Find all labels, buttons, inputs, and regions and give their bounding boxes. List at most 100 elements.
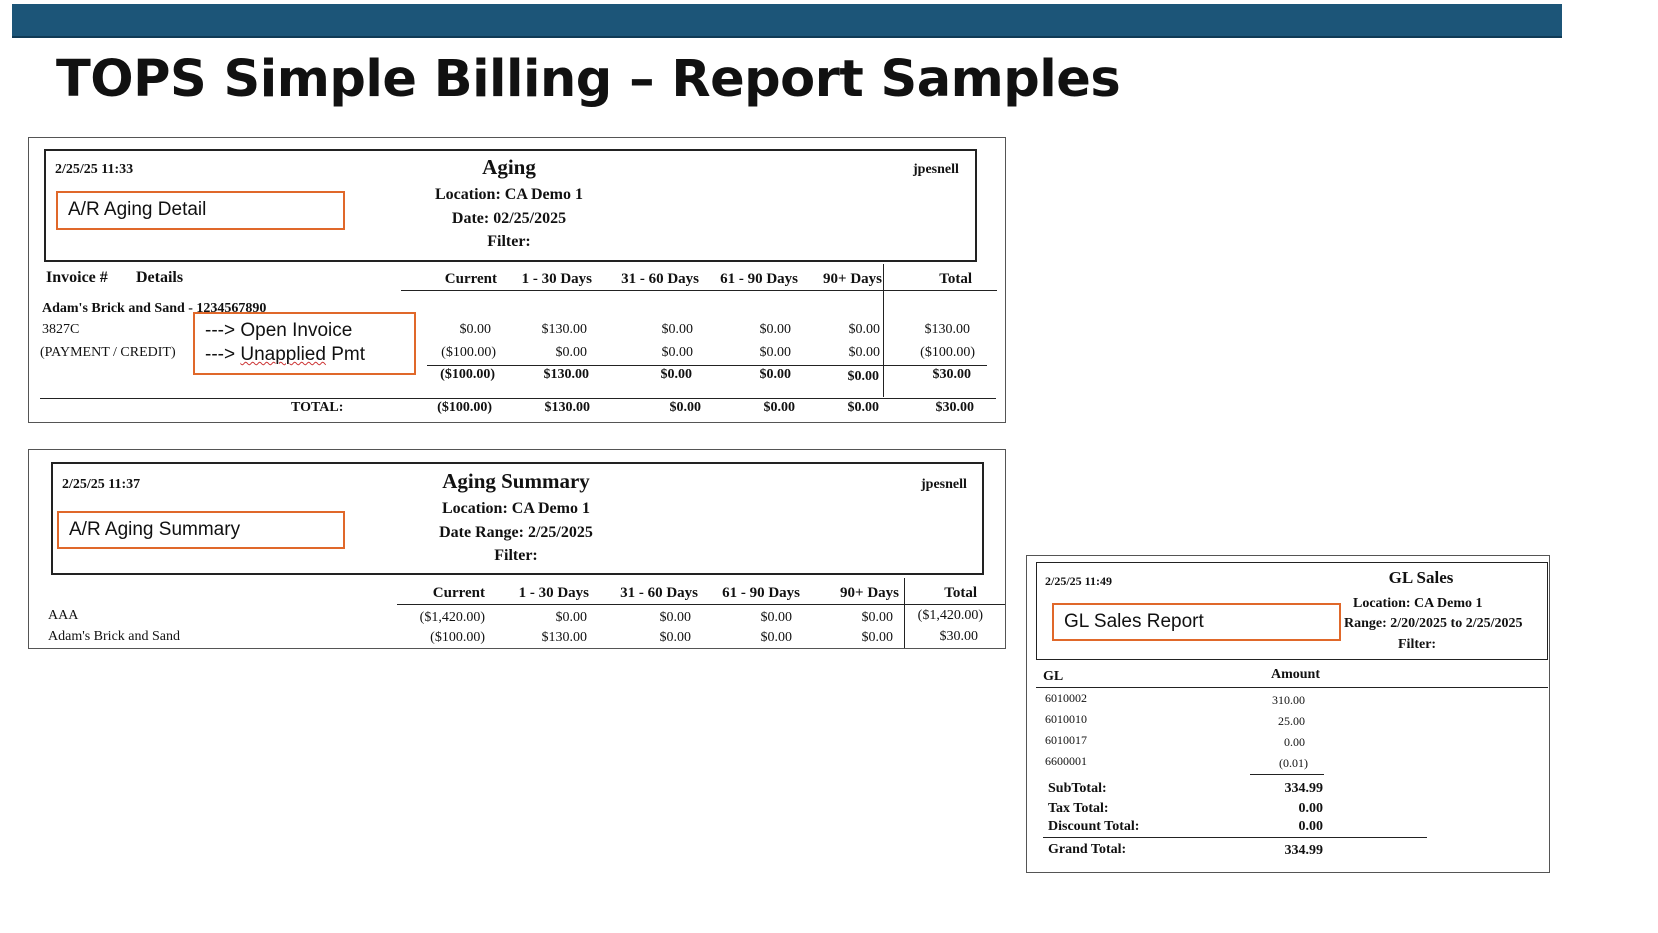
amount-rule (1250, 774, 1324, 775)
cell: $0.00 (660, 367, 693, 382)
top-banner (12, 4, 1562, 38)
callout-label: A/R Aging Detail (68, 199, 207, 220)
callout-invoice-annotations: ---> Open Invoice ---> Unapplied Pmt (193, 312, 416, 375)
gl-amount: 310.00 (1272, 693, 1305, 707)
total-label: TOTAL: (291, 400, 344, 415)
cell: $130.00 (544, 400, 591, 415)
discount-value: 0.00 (1298, 819, 1324, 834)
subtotal-rule (427, 365, 987, 366)
col-amount: Amount (1271, 667, 1321, 682)
aging-summary-title: Aging Summary (442, 469, 590, 493)
cell: $0.00 (661, 322, 694, 337)
col-90-plus: 90+ Days (840, 585, 899, 601)
cell: ($100.00) (441, 345, 496, 360)
annotation-text: Open Invoice (240, 320, 353, 341)
total-column-divider (904, 578, 905, 648)
cell: ($100.00) (440, 367, 495, 382)
cell: ($100.00) (437, 400, 492, 415)
annotation-arrow: ---> (205, 320, 236, 341)
aging-summary-filter: Filter: (494, 547, 538, 564)
cell: $30.00 (939, 629, 979, 644)
cell: ($100.00) (920, 345, 975, 360)
aging-detail-header-box (44, 149, 977, 262)
aging-detail-location: Location: CA Demo 1 (435, 186, 583, 203)
col-1-30: 1 - 30 Days (521, 271, 592, 287)
aging-detail-date: Date: 02/25/2025 (451, 210, 567, 227)
aging-summary-header-box (51, 462, 984, 575)
aging-summary-date: Date Range: 2/25/2025 (439, 524, 593, 541)
cell: $0.00 (659, 630, 692, 645)
col-current: Current (444, 271, 497, 287)
tax-label: Tax Total: (1048, 801, 1109, 816)
cell: $0.00 (763, 400, 796, 415)
cell: $130.00 (924, 322, 971, 337)
subtotal-label: SubTotal: (1048, 781, 1107, 796)
total-column-divider (883, 264, 884, 397)
page-title: TOPS Simple Billing – Report Samples (56, 50, 1121, 109)
cell: $0.00 (661, 345, 694, 360)
callout-ar-aging-detail: A/R Aging Detail (56, 191, 345, 230)
cell: $30.00 (935, 400, 975, 415)
cell: $0.00 (659, 610, 692, 625)
cell: $0.00 (760, 630, 793, 645)
aging-detail-title: Aging (482, 155, 536, 179)
col-invoice-number: Invoice # (46, 269, 108, 286)
col-total: Total (944, 585, 977, 601)
aging-detail-filter: Filter: (487, 233, 531, 250)
aging-summary-panel: 2/25/25 11:37 jpesnell Aging Summary Loc… (28, 449, 1006, 649)
gl-code: 6010010 (1045, 712, 1087, 726)
col-90-plus: 90+ Days (823, 271, 882, 287)
cell: $0.00 (759, 367, 792, 382)
aging-summary-location: Location: CA Demo 1 (442, 500, 590, 517)
header-rule (1036, 687, 1548, 688)
annotation-open-invoice: ---> Open Invoice (205, 319, 404, 343)
aging-detail-timestamp: 2/25/25 11:33 (55, 162, 134, 177)
col-details: Details (136, 269, 184, 286)
row-label-aaa: AAA (48, 608, 79, 623)
cell: $0.00 (861, 610, 894, 625)
cell: ($1,420.00) (419, 610, 485, 625)
gl-sales-range: Range: 2/20/2025 to 2/25/2025 (1344, 616, 1523, 631)
col-61-90: 61 - 90 Days (720, 271, 798, 287)
cell: $0.00 (847, 400, 880, 415)
col-total: Total (939, 271, 972, 287)
grand-total-value: 334.99 (1284, 843, 1324, 858)
col-61-90: 61 - 90 Days (722, 585, 800, 601)
aging-summary-user: jpesnell (921, 477, 967, 492)
gl-sales-location: Location: CA Demo 1 (1353, 596, 1483, 611)
cell: $130.00 (543, 367, 590, 382)
annotation-word: Unapplied (240, 344, 326, 365)
header-rule (397, 604, 1005, 605)
cell: ($100.00) (430, 630, 485, 645)
cell: ($1,420.00) (917, 608, 983, 623)
cell: $0.00 (669, 400, 702, 415)
annotation-text: Pmt (331, 344, 365, 365)
cell: $130.00 (541, 630, 588, 645)
grand-total-rule (1043, 837, 1427, 838)
row-label-payment: (PAYMENT / CREDIT) (40, 345, 176, 360)
gl-amount: (0.01) (1279, 756, 1308, 770)
gl-code: 6600001 (1045, 754, 1087, 768)
gl-sales-title: GL Sales (1388, 568, 1454, 587)
gl-code: 6010002 (1045, 691, 1087, 705)
callout-gl-sales-report: GL Sales Report (1052, 603, 1341, 641)
total-rule (40, 398, 996, 399)
gl-amount: 0.00 (1284, 735, 1305, 749)
col-31-60: 31 - 60 Days (621, 271, 699, 287)
cell: $0.00 (848, 345, 881, 360)
col-current: Current (432, 585, 485, 601)
gl-sales-filter: Filter: (1398, 637, 1437, 652)
callout-label: A/R Aging Summary (69, 519, 241, 540)
cell: $0.00 (847, 369, 880, 384)
gl-amount: 25.00 (1278, 714, 1305, 728)
cell: $0.00 (555, 345, 588, 360)
aging-detail-panel: 2/25/25 11:33 jpesnell Aging Location: C… (28, 137, 1006, 423)
subtotal-value: 334.99 (1284, 781, 1324, 796)
cell: $30.00 (932, 367, 972, 382)
discount-label: Discount Total: (1048, 819, 1140, 834)
gl-code: 6010017 (1045, 733, 1087, 747)
cell: $0.00 (759, 345, 792, 360)
col-gl: GL (1043, 669, 1064, 684)
cell: $0.00 (759, 322, 792, 337)
aging-detail-user: jpesnell (913, 162, 959, 177)
